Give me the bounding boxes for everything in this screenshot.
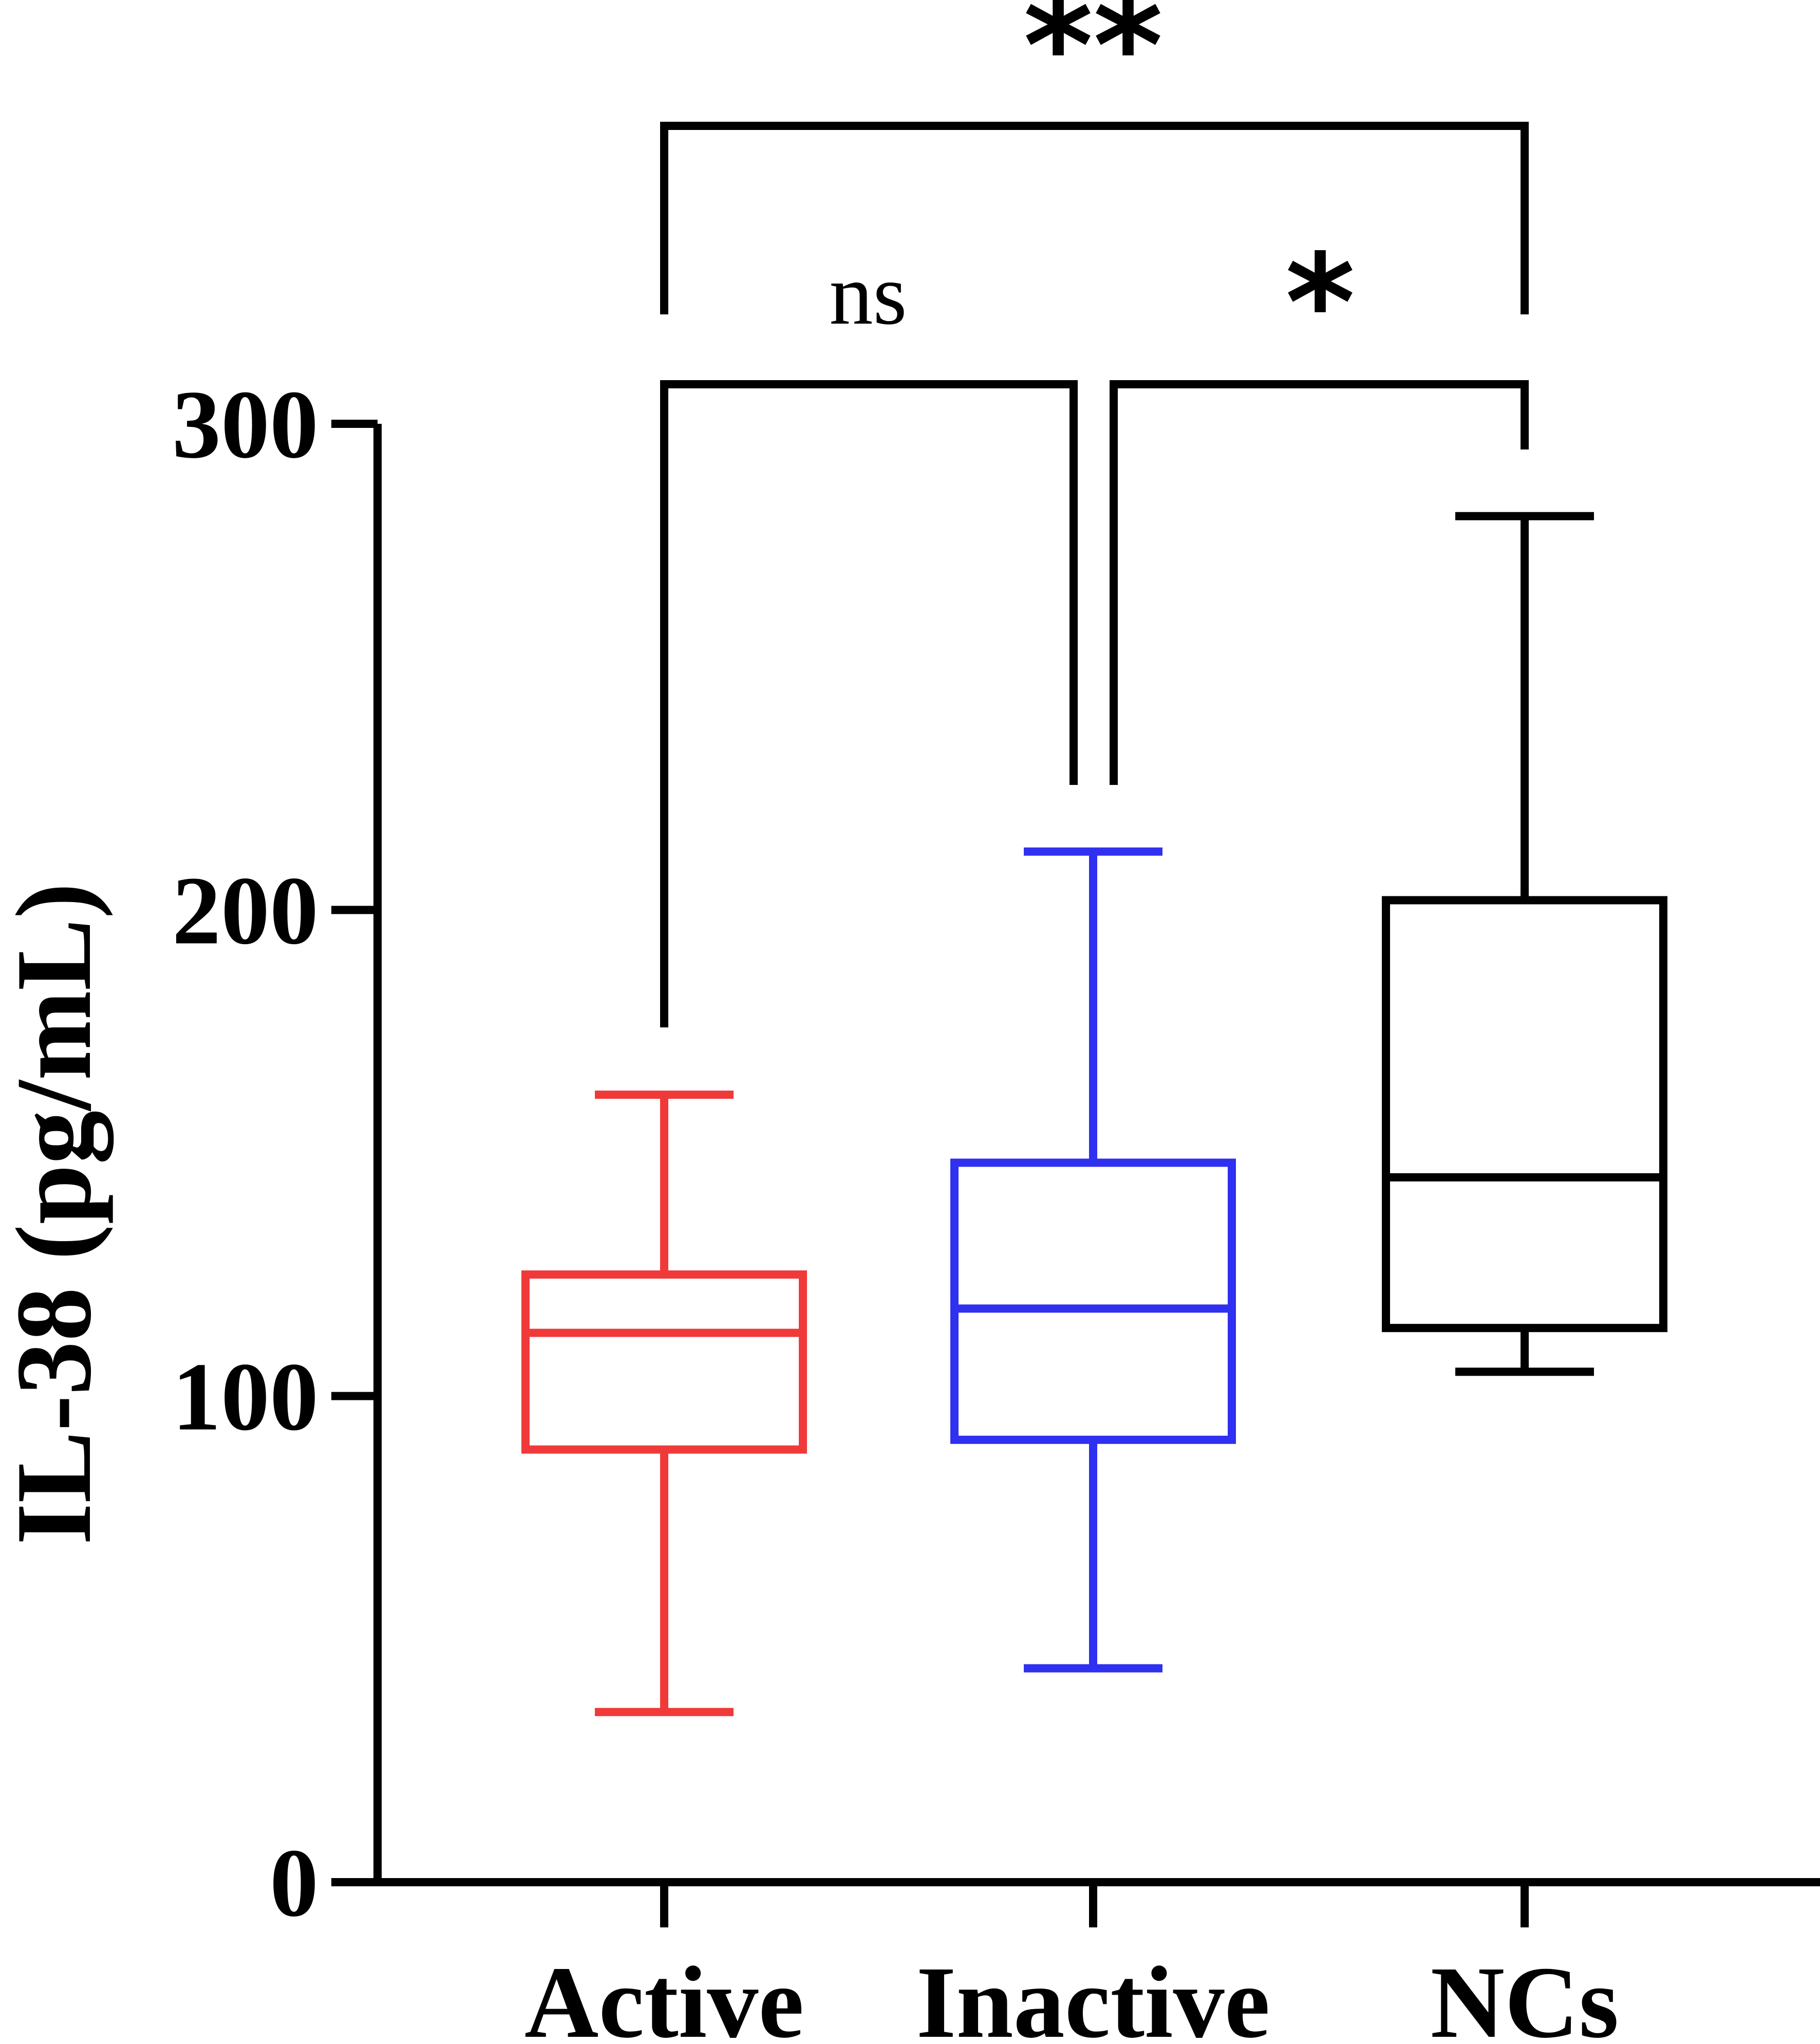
significance-brackets: ns ***	[660, 0, 1529, 1027]
box-iqr	[521, 1270, 807, 1454]
axes	[331, 424, 1820, 1886]
x-tick-label: Active	[524, 1946, 804, 2044]
comparison-bracket: *	[1110, 226, 1529, 785]
box-ncs	[1382, 512, 1667, 1376]
significance-label: **	[1023, 0, 1163, 124]
box-iqr	[950, 1158, 1236, 1444]
box-active	[521, 1090, 807, 1716]
y-ticks: 0 100 200 300	[172, 371, 378, 1937]
box-inactive	[950, 847, 1236, 1673]
bracket-line	[660, 122, 1529, 314]
boxes	[521, 512, 1667, 1716]
y-tick-label: 0	[270, 1829, 318, 1937]
comparison-bracket: ns	[660, 246, 1078, 1027]
comparison-bracket: **	[660, 0, 1529, 314]
x-tick-label: NCs	[1431, 1946, 1619, 2044]
bracket-line	[660, 380, 1078, 1027]
box-iqr	[1382, 896, 1667, 1333]
bracket-line	[1110, 380, 1529, 785]
y-tick-label: 200	[172, 857, 318, 965]
x-tick-label: Inactive	[916, 1946, 1270, 2044]
y-axis-label: IL-38 (pg/mL)	[0, 883, 114, 1545]
significance-label: ns	[829, 246, 907, 343]
x-ticks: Active Inactive NCs	[524, 1882, 1619, 2044]
y-tick-label: 100	[172, 1343, 318, 1451]
significance-label: *	[1285, 226, 1355, 381]
y-tick-label: 300	[172, 371, 318, 479]
